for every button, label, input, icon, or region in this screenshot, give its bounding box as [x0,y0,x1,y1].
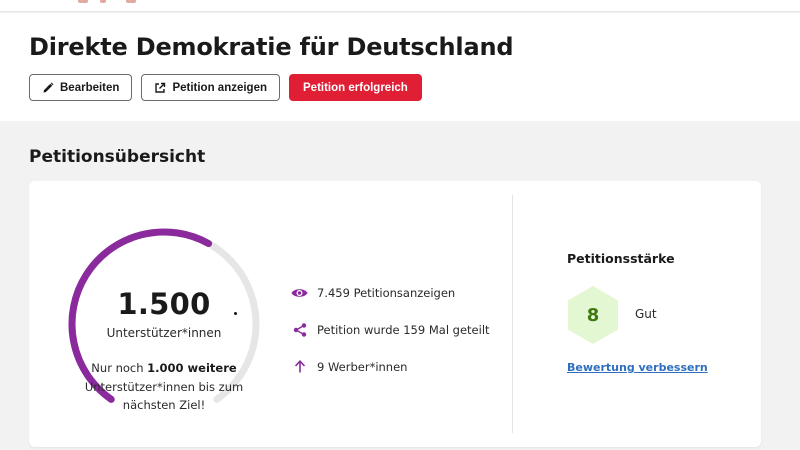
stat-shares: Petition wurde 159 Mal geteilt [291,311,490,348]
arrow-up-icon [291,360,308,373]
view-petition-button[interactable]: Petition anzeigen [141,74,281,101]
pencil-icon [42,82,54,94]
logo-fragment [78,0,88,3]
petition-success-button-label: Petition erfolgreich [303,81,408,94]
supporter-progress-ring [68,228,260,403]
overview-card: 1.500 Unterstützer*innen Nur noch 1.000 … [29,181,761,447]
petition-success-button[interactable]: Petition erfolgreich [289,74,422,101]
edit-button[interactable]: Bearbeiten [29,74,133,101]
eye-icon [291,287,308,299]
supporter-gauge: 1.500 Unterstützer*innen [65,225,263,423]
view-petition-button-label: Petition anzeigen [172,81,268,94]
petition-header: Direkte Demokratie für Deutschland Bearb… [0,13,800,121]
stat-views: 7.459 Petitionsanzeigen [291,274,490,311]
card-divider [512,195,513,433]
goal-prefix: Nur noch [91,361,148,375]
petition-stats: 7.459 Petitionsanzeigen Petition wurde 1… [291,274,490,385]
strength-hexagon [568,286,618,344]
top-strip [0,0,800,12]
goal-highlight: 1.000 weitere [147,361,237,375]
stat-shares-text: Petition wurde 159 Mal geteilt [317,322,490,337]
stat-recruiters-text: 9 Werber*innen [317,359,408,374]
goal-message: Nur noch 1.000 weitere Unterstützer*inne… [69,359,259,415]
overview-title: Petitionsübersicht [29,147,206,167]
logo-fragment [100,0,106,3]
logo-fragment [126,0,136,3]
supporter-count: 1.500 [117,287,211,321]
external-link-icon [154,82,166,94]
supporter-unit: Unterstützer*innen [106,326,222,340]
improve-rating-link[interactable]: Bewertung verbessern [567,361,708,374]
gauge-marker-dot [234,312,237,315]
stat-recruiters: 9 Werber*innen [291,348,490,385]
strength-score: 8 [586,304,600,326]
strength-grade: Gut [635,307,657,321]
share-icon [291,322,308,337]
stat-views-text: 7.459 Petitionsanzeigen [317,285,456,300]
gauge-progress [68,228,213,403]
header-actions: Bearbeiten Petition anzeigen Petition er… [29,74,422,101]
goal-suffix: Unterstützer*innen bis zum nächsten Ziel… [84,379,244,413]
page-title: Direkte Demokratie für Deutschland [29,33,514,61]
strength-title: Petitionsstärke [567,251,675,266]
edit-button-label: Bearbeiten [60,81,120,94]
